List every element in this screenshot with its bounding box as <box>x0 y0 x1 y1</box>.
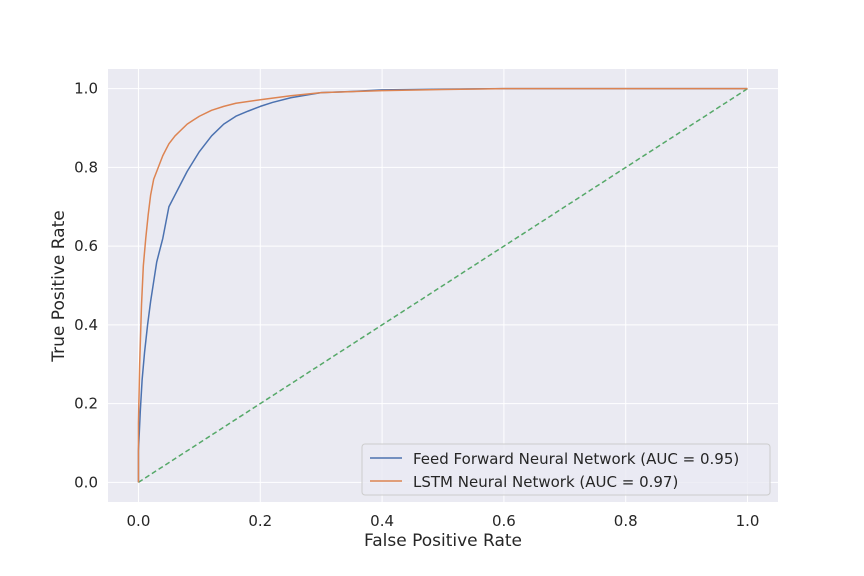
legend: Feed Forward Neural Network (AUC = 0.95)… <box>361 443 771 496</box>
chance-diagonal-line <box>138 88 748 483</box>
y-tick-label: 0.0 <box>74 473 98 491</box>
x-tick-label: 0.0 <box>127 512 151 530</box>
x-tick-label: 0.4 <box>370 512 394 530</box>
y-axis-title: True Positive Rate <box>49 210 69 362</box>
x-tick-labels: 0.0 0.2 0.4 0.6 0.8 1.0 <box>127 512 760 530</box>
x-tick-label: 0.8 <box>614 512 638 530</box>
y-tick-label: 0.4 <box>74 316 98 334</box>
series-layer <box>137 87 748 483</box>
grid-lines <box>108 69 778 502</box>
legend-label-lstm: LSTM Neural Network (AUC = 0.97) <box>413 473 678 491</box>
legend-label-ffnn: Feed Forward Neural Network (AUC = 0.95) <box>413 450 739 468</box>
legend-box <box>361 443 771 496</box>
y-tick-label: 0.2 <box>74 395 98 413</box>
x-tick-label: 0.2 <box>248 512 272 530</box>
y-tick-labels: 0.0 0.2 0.4 0.6 0.8 1.0 <box>74 80 98 492</box>
x-tick-label: 1.0 <box>736 512 760 530</box>
x-axis-title: False Positive Rate <box>364 531 522 551</box>
lstm-roc-line <box>137 87 748 483</box>
x-tick-label: 0.6 <box>492 512 516 530</box>
y-tick-label: 0.6 <box>74 237 98 255</box>
y-tick-label: 1.0 <box>74 80 98 98</box>
y-tick-label: 0.8 <box>74 158 98 176</box>
